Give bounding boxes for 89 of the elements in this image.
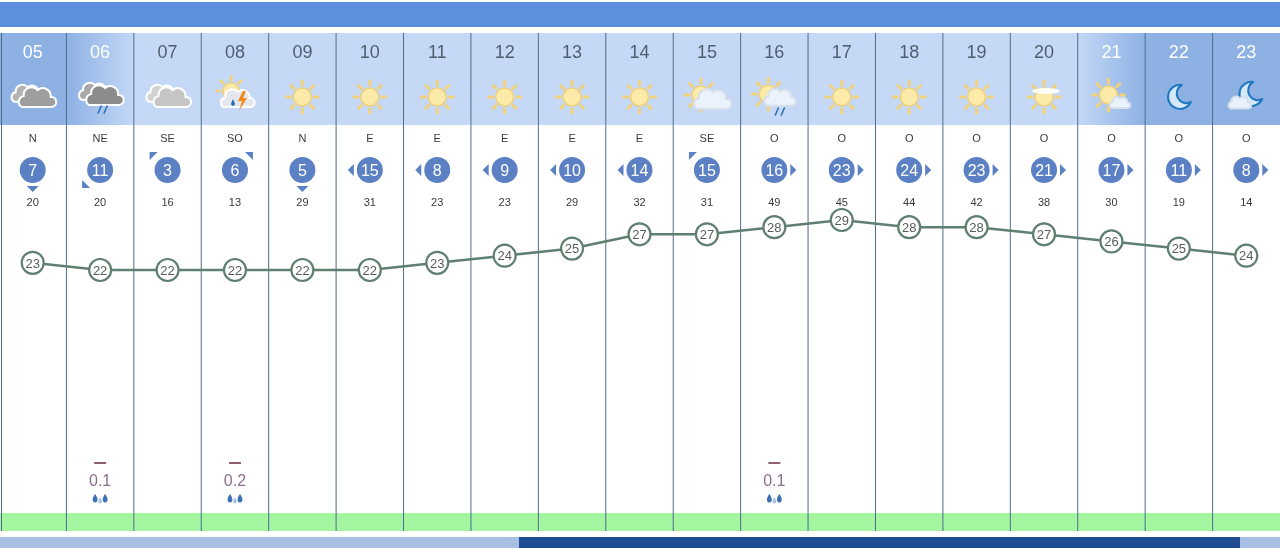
text: 30 [1105, 195, 1118, 208]
x-tick-label: 17 [831, 42, 852, 63]
text: NE [92, 131, 108, 144]
text: O [972, 131, 982, 144]
text: E [366, 131, 374, 144]
text: 44 [903, 195, 916, 208]
x-tick-label: 06 [90, 42, 111, 63]
text: 49 [768, 195, 781, 208]
text: 31 [700, 195, 714, 208]
text: O [1174, 131, 1184, 144]
text: 15 [698, 161, 716, 179]
data-label: 23 [25, 255, 40, 271]
text: SE [160, 131, 175, 144]
data-label: 25 [564, 241, 580, 257]
text: 20 [26, 195, 39, 208]
text: 11 [1170, 161, 1188, 179]
text: 11 [91, 161, 109, 179]
text: N [298, 131, 307, 144]
x-tick-label: 21 [1101, 42, 1122, 63]
data-label: 27 [632, 226, 647, 242]
text: 8 [1241, 161, 1251, 179]
x-tick-label: 08 [224, 42, 245, 63]
text: 14 [1240, 195, 1253, 208]
text: 31 [363, 195, 376, 208]
text: 19 [1172, 195, 1185, 208]
x-tick-label: 05 [22, 42, 43, 63]
x-tick-label: 13 [562, 42, 583, 63]
text: 42 [970, 195, 983, 208]
x-tick-label: 16 [764, 42, 785, 63]
text: 0.1 [89, 471, 112, 489]
text: SE [699, 131, 715, 144]
text: 45 [835, 195, 848, 208]
text: 23 [431, 195, 444, 208]
data-label: 24 [497, 248, 512, 264]
data-label: 22 [160, 262, 175, 278]
data-label: 22 [227, 262, 243, 278]
text: 38 [1037, 195, 1051, 208]
data-label: 22 [362, 262, 378, 278]
data-label: 22 [295, 262, 310, 278]
text: E [635, 131, 644, 144]
text: 32 [633, 195, 646, 208]
text: 7 [28, 161, 38, 179]
x-tick-label: 10 [359, 42, 380, 63]
x-tick-label: 11 [427, 42, 447, 63]
text: 8 [432, 161, 442, 179]
text: 5 [297, 161, 307, 179]
data-label: 27 [699, 226, 715, 242]
x-tick-label: 12 [494, 42, 515, 63]
data-label: 28 [901, 219, 917, 235]
text: E [433, 131, 441, 144]
text: O [1039, 131, 1049, 144]
data-label: 27 [1036, 226, 1052, 242]
data-label: 28 [767, 219, 782, 235]
data-label: 22 [92, 262, 108, 278]
text: SO [227, 131, 244, 144]
text: 20 [94, 195, 107, 208]
x-tick-label: 07 [157, 42, 178, 63]
x-tick-label: 19 [966, 42, 987, 63]
x-tick-label: 09 [292, 42, 313, 63]
x-tick-label: 20 [1034, 42, 1055, 63]
x-tick-label: 22 [1168, 42, 1189, 63]
data-label: 26 [1104, 234, 1119, 250]
x-tick-label: 18 [899, 42, 920, 63]
text: 6 [230, 161, 240, 179]
text: 23 [498, 195, 511, 208]
text: O [770, 131, 780, 144]
text: O [904, 131, 914, 144]
text: O [1107, 131, 1117, 144]
text: 13 [228, 195, 242, 208]
text: 29 [565, 195, 579, 208]
x-tick-label: 14 [629, 42, 650, 63]
x-tick-label: 15 [696, 42, 717, 63]
data-label: 29 [834, 212, 849, 228]
text: 3 [163, 161, 173, 179]
data-label: 23 [430, 255, 445, 271]
data-label: 24 [1239, 248, 1254, 264]
text: 16 [161, 195, 174, 208]
x-tick-label: 23 [1236, 42, 1257, 63]
text: O [837, 131, 847, 144]
data-label: 25 [1171, 241, 1187, 257]
text: 0.2 [223, 471, 247, 489]
data-label: 28 [969, 219, 984, 235]
text: O [1242, 131, 1252, 144]
text: 0.1 [763, 471, 786, 489]
text: E [568, 131, 576, 144]
text: 9 [500, 161, 510, 179]
text: 29 [296, 195, 309, 208]
text: N [28, 131, 37, 144]
text: E [500, 131, 509, 144]
